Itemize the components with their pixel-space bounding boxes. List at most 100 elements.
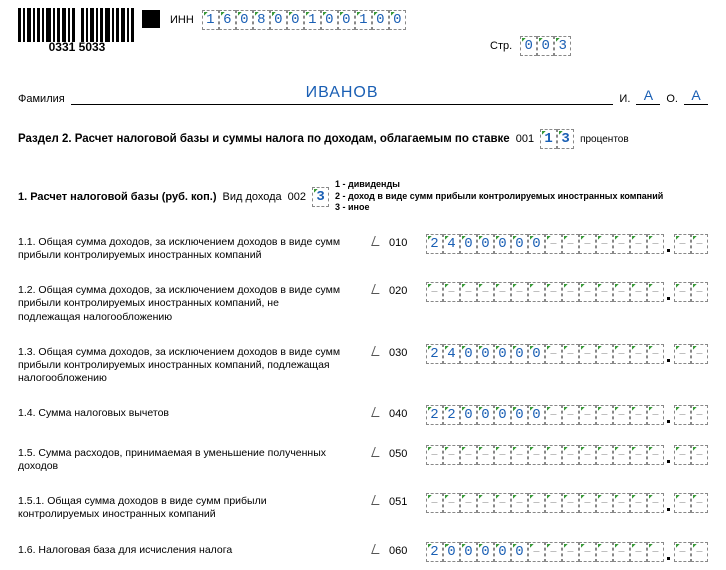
surname-label: Фамилия (18, 93, 65, 105)
cell: – (545, 344, 562, 364)
cell: 0 (477, 405, 494, 425)
cell: – (460, 493, 477, 513)
inn-row: ИНН 160800100100 (170, 10, 708, 30)
cell: – (528, 445, 545, 465)
cell: – (562, 234, 579, 254)
tick-mark (348, 405, 381, 417)
cell: – (630, 282, 647, 302)
decimal-dot (664, 405, 674, 425)
cell: 2 (443, 405, 460, 425)
cell: – (579, 405, 596, 425)
cell: 3 (312, 187, 329, 207)
amount: 2400000––––––––– (426, 234, 708, 254)
cell: – (494, 282, 511, 302)
amount: 2200000––––––––– (426, 405, 708, 425)
line-row: 1.6. Налоговая база для исчисления налог… (18, 542, 708, 562)
cell: – (562, 405, 579, 425)
cell: – (426, 445, 443, 465)
tick-mark (348, 344, 381, 356)
cell: 0 (321, 10, 338, 30)
i-label: И. (619, 93, 630, 105)
cell: – (562, 445, 579, 465)
cell: 0 (338, 10, 355, 30)
cell: 0 (460, 344, 477, 364)
cell: – (579, 542, 596, 562)
page-cells: 003 (520, 36, 571, 56)
cell: 0 (494, 542, 511, 562)
line-row: 1.3. Общая сумма доходов, за исключением… (18, 344, 708, 385)
cell: – (494, 445, 511, 465)
cell: 0 (287, 10, 304, 30)
cell: 6 (219, 10, 236, 30)
tick-mark (348, 234, 381, 246)
cell: 1 (304, 10, 321, 30)
cell: – (691, 405, 708, 425)
line-desc: 1.6. Налоговая база для исчисления налог… (18, 542, 340, 557)
cell: – (647, 493, 664, 513)
cell: – (596, 542, 613, 562)
cell: 0 (494, 344, 511, 364)
o-label: О. (666, 93, 678, 105)
sub1-row: 1. Расчет налоговой базы (руб. коп.) Вид… (18, 179, 708, 214)
cell: 0 (537, 36, 554, 56)
cell: – (674, 542, 691, 562)
cell: 0 (460, 542, 477, 562)
section-title-text: Раздел 2. Расчет налоговой базы и суммы … (18, 133, 510, 145)
cell: – (494, 493, 511, 513)
cell: – (674, 344, 691, 364)
cell: – (630, 445, 647, 465)
cell: – (647, 234, 664, 254)
cell: – (613, 344, 630, 364)
line-row: 1.1. Общая сумма доходов, за исключением… (18, 234, 708, 262)
cell: 3 (557, 129, 574, 149)
cell: 0 (236, 10, 253, 30)
rate-cells: 13 (540, 129, 574, 149)
cell: – (443, 493, 460, 513)
cell: 0 (528, 405, 545, 425)
line-code: 051 (389, 493, 418, 508)
cell: 0 (511, 344, 528, 364)
cell: 4 (443, 344, 460, 364)
cell: – (545, 542, 562, 562)
cell: – (630, 405, 647, 425)
line-desc: 1.4. Сумма налоговых вычетов (18, 405, 340, 420)
cell: 4 (443, 234, 460, 254)
cell: 0 (477, 542, 494, 562)
cell: – (630, 344, 647, 364)
legend2: 2 - доход в виде сумм прибыли контролиру… (335, 191, 663, 203)
cell: – (630, 493, 647, 513)
legend1: 1 - дивиденды (335, 179, 663, 191)
cell: – (596, 493, 613, 513)
barcode-block: 0331 5033 (18, 8, 160, 52)
cell: 2 (426, 344, 443, 364)
vid-label: Вид дохода (222, 191, 281, 203)
cell: – (647, 542, 664, 562)
cell: – (443, 282, 460, 302)
cell: – (691, 344, 708, 364)
cell: – (511, 493, 528, 513)
cell: – (562, 344, 579, 364)
cell: – (630, 234, 647, 254)
cell: – (528, 542, 545, 562)
line-row: 1.2. Общая сумма доходов, за исключением… (18, 282, 708, 323)
cell: 0 (528, 234, 545, 254)
cell: 1 (355, 10, 372, 30)
cell: 1 (202, 10, 219, 30)
cell: – (426, 493, 443, 513)
cell: – (579, 344, 596, 364)
line-code: 060 (389, 542, 418, 557)
amount: 2400000––––––––– (426, 344, 708, 364)
cell: 2 (426, 405, 443, 425)
cell: 0 (511, 234, 528, 254)
o-value: А (684, 87, 708, 105)
amount: –––––––––––––––– (426, 445, 708, 465)
line-code: 010 (389, 234, 418, 249)
cell: – (630, 542, 647, 562)
cell: – (691, 542, 708, 562)
cell: 0 (520, 36, 537, 56)
cell: 0 (372, 10, 389, 30)
cell: – (511, 282, 528, 302)
cell: – (674, 234, 691, 254)
line-code: 020 (389, 282, 418, 297)
cell: – (596, 282, 613, 302)
